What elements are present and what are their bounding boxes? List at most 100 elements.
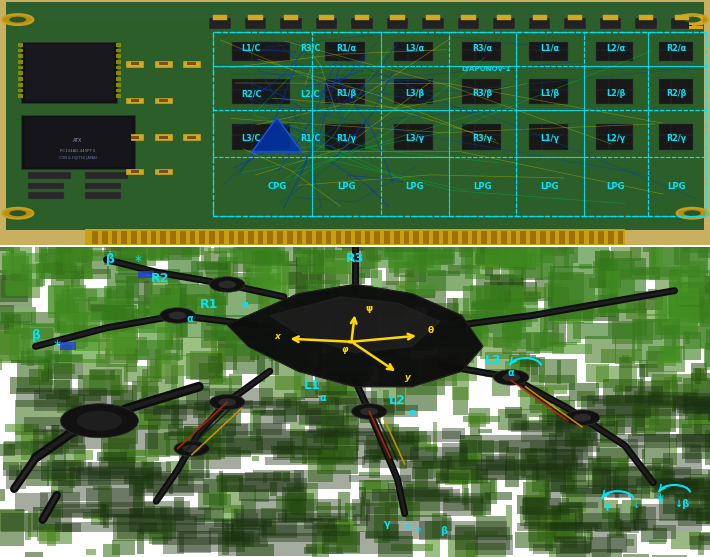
Bar: [671, 18, 692, 30]
Bar: [308, 449, 333, 482]
Bar: [464, 487, 469, 510]
Bar: [309, 517, 323, 521]
Circle shape: [574, 414, 591, 422]
Bar: [406, 483, 413, 521]
Bar: [573, 321, 584, 339]
Bar: [683, 378, 710, 407]
Bar: [181, 294, 217, 306]
Bar: [611, 227, 641, 261]
Bar: [88, 297, 125, 311]
Bar: [564, 519, 577, 548]
Bar: [387, 292, 414, 295]
Bar: [125, 290, 131, 307]
Bar: [608, 511, 619, 529]
Bar: [656, 394, 660, 397]
Bar: [498, 245, 527, 268]
Bar: [616, 385, 623, 396]
Bar: [219, 231, 224, 244]
Bar: [77, 466, 143, 475]
Bar: [545, 440, 588, 456]
Bar: [364, 335, 395, 367]
Bar: [126, 134, 143, 140]
Bar: [292, 499, 306, 515]
Text: L1: L1: [304, 379, 321, 392]
Polygon shape: [252, 118, 302, 152]
Bar: [431, 325, 460, 345]
Bar: [4, 442, 33, 470]
Text: L2/α: L2/α: [606, 43, 625, 52]
Bar: [299, 404, 327, 426]
Bar: [366, 503, 398, 538]
Bar: [608, 50, 633, 61]
Bar: [246, 267, 268, 304]
Circle shape: [351, 404, 387, 419]
Bar: [462, 135, 487, 150]
Bar: [129, 476, 194, 496]
Bar: [304, 520, 336, 529]
Bar: [688, 407, 710, 425]
Bar: [598, 257, 646, 313]
Bar: [407, 255, 426, 281]
Bar: [8, 318, 14, 327]
Text: y: y: [405, 373, 411, 382]
Bar: [704, 490, 710, 509]
Bar: [280, 304, 302, 314]
Text: R3/C: R3/C: [300, 43, 320, 52]
Bar: [386, 268, 399, 285]
Bar: [692, 491, 710, 521]
Bar: [273, 446, 358, 460]
Bar: [466, 543, 506, 557]
Bar: [45, 394, 84, 426]
Bar: [520, 297, 554, 301]
Bar: [165, 399, 253, 409]
Bar: [103, 505, 109, 527]
Bar: [394, 262, 414, 277]
Bar: [316, 18, 337, 30]
Bar: [532, 467, 565, 492]
Bar: [340, 227, 361, 248]
Bar: [469, 413, 486, 427]
Text: α: α: [320, 393, 327, 403]
Bar: [647, 466, 670, 483]
Bar: [0, 270, 32, 307]
Bar: [551, 472, 575, 492]
Bar: [378, 432, 394, 443]
Bar: [519, 353, 530, 378]
Bar: [6, 281, 26, 294]
Bar: [319, 391, 376, 405]
Bar: [70, 467, 162, 479]
Bar: [442, 231, 448, 244]
Bar: [173, 301, 186, 324]
Bar: [408, 135, 433, 150]
Bar: [171, 365, 184, 390]
Bar: [178, 464, 187, 486]
Bar: [221, 473, 300, 492]
Bar: [662, 453, 702, 475]
Bar: [485, 248, 500, 281]
Bar: [273, 299, 289, 306]
Bar: [116, 94, 121, 98]
Bar: [408, 79, 433, 93]
Bar: [26, 512, 31, 540]
Bar: [15, 400, 46, 435]
Bar: [651, 380, 678, 408]
Bar: [359, 472, 380, 476]
Bar: [195, 438, 293, 453]
Bar: [520, 449, 575, 471]
Bar: [622, 355, 629, 361]
Bar: [562, 491, 586, 512]
Bar: [520, 358, 540, 367]
Bar: [108, 438, 136, 469]
Bar: [408, 90, 433, 104]
Bar: [195, 386, 209, 392]
Bar: [609, 521, 623, 538]
Bar: [57, 321, 67, 333]
Bar: [150, 359, 162, 382]
Text: R1/β: R1/β: [337, 89, 356, 98]
Bar: [43, 429, 78, 447]
Bar: [532, 385, 567, 394]
Bar: [309, 416, 375, 433]
Bar: [1, 513, 72, 532]
Text: α: α: [241, 300, 248, 310]
Bar: [218, 534, 317, 556]
